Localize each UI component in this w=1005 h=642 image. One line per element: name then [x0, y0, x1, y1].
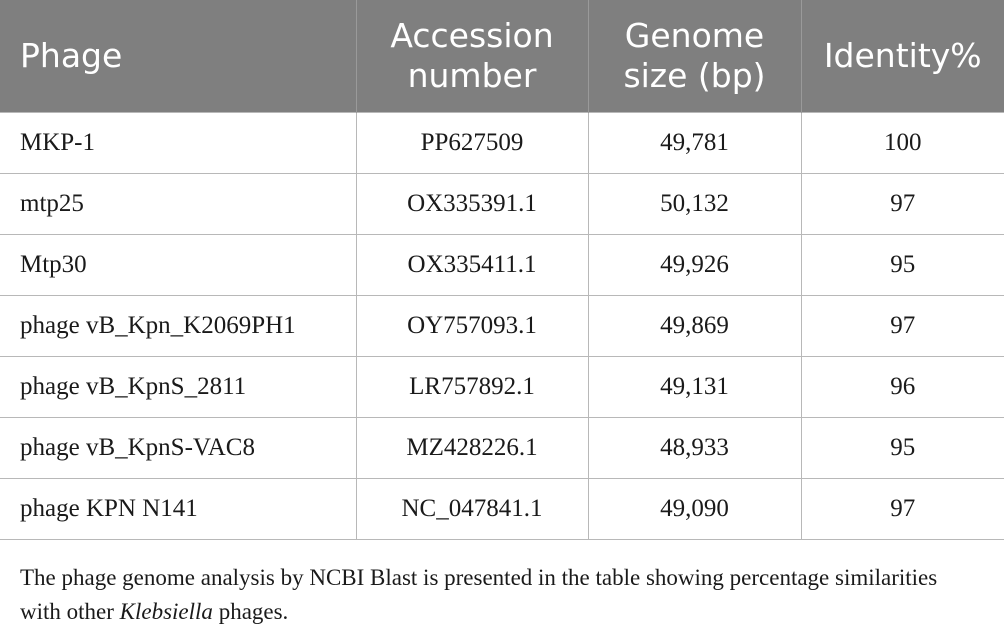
phage-name-cell: phage vB_KpnS-VAC8 — [0, 417, 357, 479]
identity-percent-cell: 95 — [801, 234, 1004, 296]
identity-percent-cell: 97 — [801, 478, 1004, 540]
table-row: MKP-1 PP627509 49,781 100 — [0, 112, 1004, 174]
identity-percent-cell: 100 — [801, 112, 1004, 174]
accession-number-cell: OX335411.1 — [356, 234, 589, 296]
header-phage-line-1: Phage — [20, 36, 123, 75]
identity-percent-cell: 95 — [801, 417, 1004, 479]
table-row: Mtp30 OX335411.1 49,926 95 — [0, 234, 1004, 296]
phage-name-cell: MKP-1 — [0, 112, 357, 174]
identity-percent-cell: 96 — [801, 356, 1004, 418]
caption-text-after: phages. — [212, 599, 289, 624]
genome-size-cell: 50,132 — [588, 173, 802, 235]
phage-name-cell: phage vB_KpnS_2811 — [0, 356, 357, 418]
table-row: phage vB_KpnS_2811 LR757892.1 49,131 96 — [0, 356, 1004, 418]
genome-size-cell: 49,869 — [588, 295, 802, 357]
genome-size-cell: 48,933 — [588, 417, 802, 479]
table-row: phage KPN N141 NC_047841.1 49,090 97 — [0, 478, 1004, 540]
genome-size-cell: 49,781 — [588, 112, 802, 174]
header-row: Phage Accession number Genome size (bp) … — [0, 0, 1004, 113]
accession-number-cell: MZ428226.1 — [356, 417, 589, 479]
header-genome-size: Genome size (bp) — [588, 0, 802, 113]
phage-name-cell: Mtp30 — [0, 234, 357, 296]
caption-italic-genus: Klebsiella — [119, 599, 213, 624]
header-accession-line-1: Accession — [390, 16, 554, 55]
genome-size-cell: 49,090 — [588, 478, 802, 540]
table-row: mtp25 OX335391.1 50,132 97 — [0, 173, 1004, 235]
table-row: phage vB_Kpn_K2069PH1 OY757093.1 49,869 97 — [0, 295, 1004, 357]
accession-number-cell: OY757093.1 — [356, 295, 589, 357]
accession-number-cell: OX335391.1 — [356, 173, 589, 235]
identity-percent-cell: 97 — [801, 295, 1004, 357]
phage-table-container: Phage Accession number Genome size (bp) … — [0, 0, 1004, 540]
header-accession-line-2: number — [407, 56, 537, 95]
accession-number-cell: NC_047841.1 — [356, 478, 589, 540]
accession-number-cell: LR757892.1 — [356, 356, 589, 418]
header-identity: Identity% — [801, 0, 1004, 113]
phage-name-cell: phage vB_Kpn_K2069PH1 — [0, 295, 357, 357]
header-genome-line-1: Genome — [624, 16, 765, 55]
accession-number-cell: PP627509 — [356, 112, 589, 174]
caption-text-before: The phage genome analysis by NCBI Blast … — [20, 565, 938, 624]
table-body: MKP-1 PP627509 49,781 100 mtp25 OX335391.1 50,… — [0, 112, 1004, 540]
genome-size-cell: 49,926 — [588, 234, 802, 296]
phage-comparison-table: Phage Accession number Genome size (bp) … — [0, 0, 1004, 540]
phage-name-cell: phage KPN N141 — [0, 478, 357, 540]
table-row: phage vB_KpnS-VAC8 MZ428226.1 48,933 95 — [0, 417, 1004, 479]
header-genome-line-2: size (bp) — [623, 56, 766, 95]
header-identity-line-1: Identity% — [823, 36, 982, 75]
genome-size-cell: 49,131 — [588, 356, 802, 418]
header-phage: Phage — [0, 0, 357, 113]
table-caption: The phage genome analysis by NCBI Blast … — [20, 561, 980, 629]
phage-name-cell: mtp25 — [0, 173, 357, 235]
header-accession-number: Accession number — [356, 0, 589, 113]
table-header: Phage Accession number Genome size (bp) … — [0, 0, 1004, 113]
identity-percent-cell: 97 — [801, 173, 1004, 235]
